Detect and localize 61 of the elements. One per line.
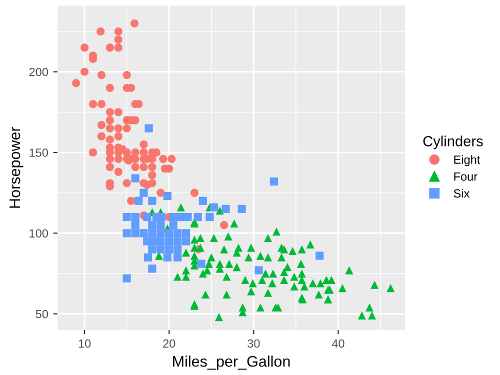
point [131, 174, 140, 182]
point [165, 245, 174, 254]
point [131, 212, 140, 222]
point [165, 237, 174, 246]
point [140, 229, 148, 238]
point [156, 245, 165, 254]
point [174, 253, 182, 262]
legend-title: Cylinders [423, 136, 483, 150]
y-axis-title: Horsepower [10, 126, 24, 208]
point [148, 229, 156, 238]
y-tick-label: 50 [36, 310, 48, 318]
point [210, 203, 218, 212]
point [197, 260, 206, 268]
point [182, 229, 190, 238]
point [194, 212, 202, 222]
point [174, 245, 182, 254]
point [156, 237, 165, 246]
point [316, 252, 324, 260]
point [122, 274, 131, 282]
point [163, 192, 172, 200]
point [184, 212, 192, 222]
point [148, 264, 156, 273]
point [156, 221, 165, 230]
point [238, 204, 246, 214]
point [222, 204, 230, 214]
point [174, 237, 182, 246]
point [140, 188, 148, 197]
point [169, 221, 178, 230]
y-tick-label: 150 [30, 148, 48, 157]
point [134, 196, 143, 205]
x-tick-label: 20 [163, 339, 176, 348]
point [144, 124, 153, 132]
point [143, 212, 152, 222]
point [165, 229, 174, 238]
point [148, 221, 156, 230]
point [182, 237, 190, 246]
y-tick-label: 100 [30, 229, 48, 238]
point [174, 229, 182, 238]
point [148, 245, 156, 254]
point [143, 237, 152, 246]
point [144, 253, 152, 262]
point [270, 177, 278, 186]
point [206, 212, 214, 222]
point [148, 196, 156, 205]
point [131, 221, 140, 230]
point [176, 212, 184, 222]
x-axis-title: Miles_per_Gallon [173, 356, 290, 370]
x-tick-label: 10 [78, 339, 91, 348]
legend-label: Six [454, 188, 470, 198]
point [122, 212, 131, 222]
point [163, 253, 172, 262]
point [131, 229, 140, 238]
point [198, 196, 207, 205]
y-tick-label: 200 [29, 68, 48, 76]
point [254, 266, 263, 274]
point [122, 229, 131, 238]
x-tick-label: 30 [248, 339, 260, 348]
legend-label: Eight [454, 155, 480, 166]
legend-label: Four [454, 172, 478, 181]
x-tick-label: 40 [332, 339, 344, 348]
point [156, 229, 165, 238]
